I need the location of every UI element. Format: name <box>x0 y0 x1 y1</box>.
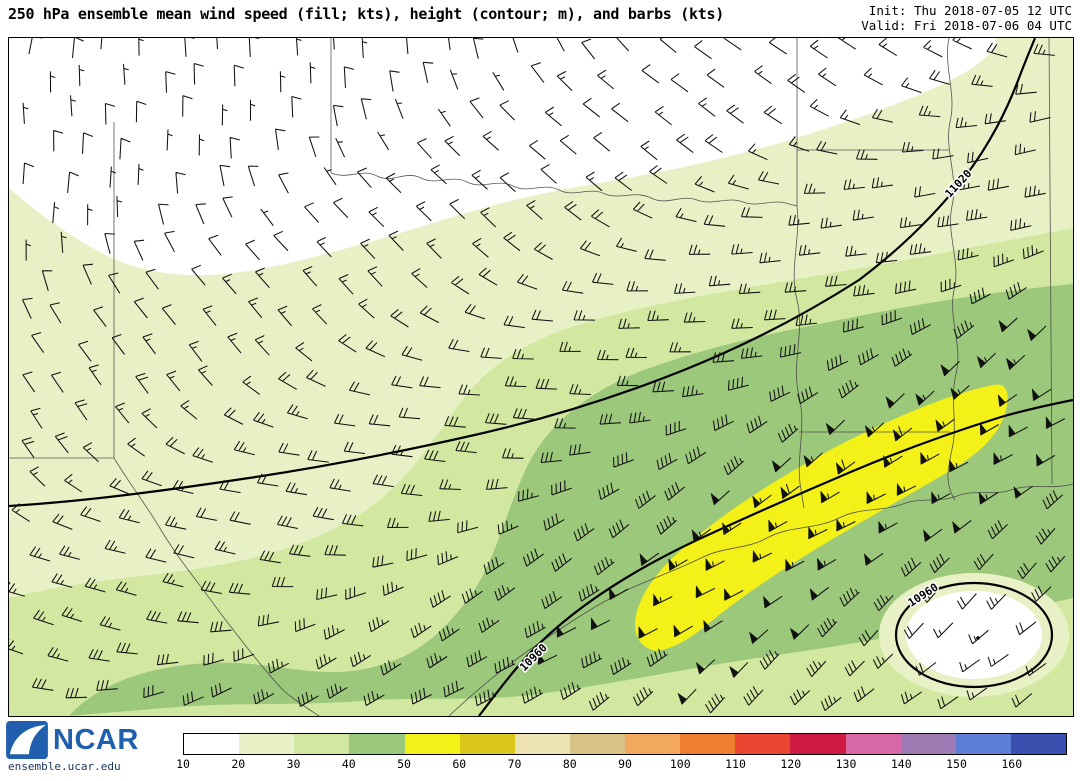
colorbar-tick-label: 140 <box>890 757 912 771</box>
colorbar-cell <box>349 734 405 754</box>
colorbar-tick-labels: 10 20 30 40 50 60 70 80 90 100 110 120 130 140 150 160 <box>176 755 1067 771</box>
colorbar-cell <box>294 734 350 754</box>
colorbar-tick-label: 100 <box>669 757 691 771</box>
colorbar-cell <box>1010 734 1066 754</box>
colorbar-tick-label: 160 <box>1001 757 1023 771</box>
colorbar-tick-label: 110 <box>725 757 746 771</box>
colorbar-cell <box>239 734 295 754</box>
colorbar-tick-label: 150 <box>946 757 967 771</box>
valid-time: Valid: Fri 2018-07-06 04 UTC <box>861 18 1072 33</box>
colorbar-cell <box>680 734 736 754</box>
plot-title: 250 hPa ensemble mean wind speed (fill; … <box>8 5 724 23</box>
colorbar-cells <box>183 733 1067 755</box>
colorbar-cell <box>184 734 240 754</box>
init-time: Init: Thu 2018-07-05 12 UTC <box>868 3 1072 18</box>
branding-block: NCAR ensemble.ucar.edu <box>6 721 181 773</box>
height-contours-layer <box>9 38 1073 716</box>
wind-barbs-layer <box>9 38 1066 714</box>
colorbar-tick-label: 130 <box>835 757 857 771</box>
colorbar-cell <box>459 734 515 754</box>
colorbar-tick-label: 120 <box>780 757 802 771</box>
map-frame: 11020 10960 10960 <box>8 37 1074 717</box>
init-valid-times: Init: Thu 2018-07-05 12 UTC Valid: Fri 2… <box>861 3 1072 33</box>
colorbar-cell <box>625 734 681 754</box>
colorbar-tick-label: 70 <box>507 757 522 771</box>
ncar-wordmark: NCAR <box>53 723 139 756</box>
colorbar-tick-label: 10 <box>176 757 190 771</box>
colorbar-tick-label: 60 <box>452 757 467 771</box>
colorbar-cell <box>955 734 1011 754</box>
colorbar-tick-label: 20 <box>231 757 246 771</box>
colorbar-cell <box>845 734 901 754</box>
colorbar-tick-label: 90 <box>618 757 632 771</box>
colorbar-tick-label: 30 <box>286 757 301 771</box>
colorbar-legend: 10 20 30 40 50 60 70 80 90 100 110 120 130 140 150 160 <box>176 733 1067 771</box>
site-url: ensemble.ucar.edu <box>8 760 121 773</box>
ncar-logo-icon <box>6 721 48 759</box>
colorbar-cell <box>735 734 791 754</box>
windspeed-fill-layer <box>9 38 1073 716</box>
colorbar-tick-label: 80 <box>562 757 577 771</box>
colorbar-cell <box>790 734 846 754</box>
colorbar-cell <box>900 734 956 754</box>
colorbar-cell <box>404 734 460 754</box>
colorbar-cell <box>514 734 570 754</box>
colorbar-cell <box>569 734 625 754</box>
state-borders-layer <box>9 38 1073 716</box>
colorbar-tick-label: 40 <box>341 757 356 771</box>
colorbar-tick-label: 50 <box>397 757 411 771</box>
